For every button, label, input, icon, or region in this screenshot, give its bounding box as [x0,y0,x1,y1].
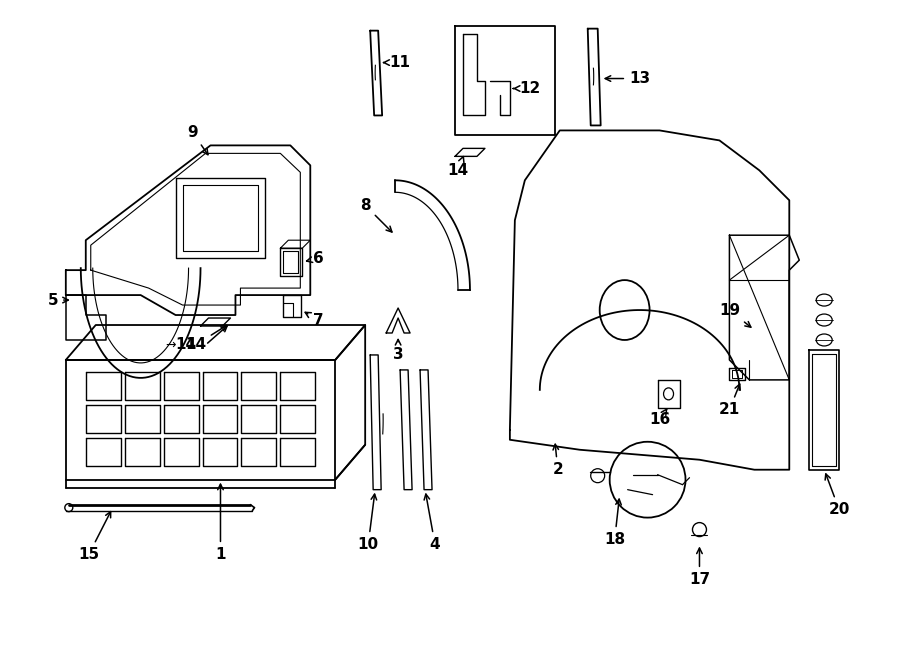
Text: 20: 20 [825,474,850,517]
Text: 14: 14 [185,325,227,352]
Text: 7: 7 [305,312,324,327]
Text: 8: 8 [360,198,392,232]
Text: 12: 12 [514,81,541,96]
Text: 21: 21 [719,384,740,417]
Text: →: → [165,338,176,352]
Text: 16: 16 [649,409,670,427]
Text: 4: 4 [424,494,440,552]
Text: 10: 10 [357,494,379,552]
Text: 18: 18 [604,499,626,547]
Text: 1: 1 [215,484,226,562]
Text: 19: 19 [719,303,751,327]
Text: 13: 13 [605,71,650,86]
Text: 14: 14 [447,157,469,178]
Text: 14: 14 [175,338,196,352]
Text: 2: 2 [553,444,563,477]
Text: 5: 5 [48,293,68,307]
Text: 17: 17 [688,548,710,587]
Text: 9: 9 [187,125,208,155]
Text: 6: 6 [307,251,324,266]
Text: 15: 15 [78,512,111,562]
Text: 11: 11 [383,55,410,70]
Text: 3: 3 [392,340,403,362]
